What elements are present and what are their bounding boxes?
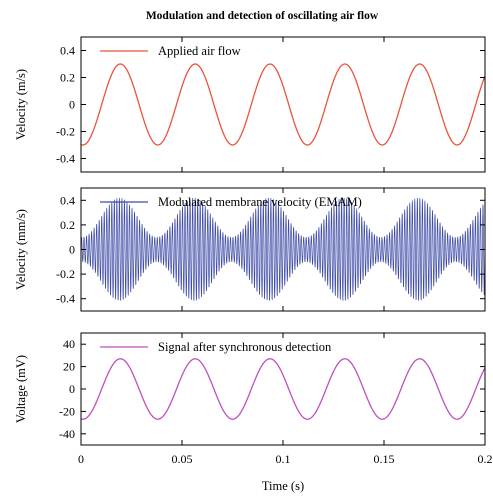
y-tick-label-0-2: 0 [69, 98, 75, 112]
legend-label-2: Signal after synchronous detection [158, 340, 332, 354]
series-line-2 [81, 358, 485, 420]
y-tick-label-0-0: 0.4 [60, 44, 75, 58]
panel-membrane-velocity: 0.4 0.2 0 -0.2 -0.4 Velocity (mm/s) Modulated … [14, 187, 486, 312]
y-tick-label-0-4: -0.4 [56, 152, 75, 166]
legend-label-1: Modulated membrane velocity (EMAM) [158, 195, 362, 209]
figure-title: Modulation and detection of oscillating … [146, 10, 379, 22]
y-tick-label-1-2: 0 [69, 243, 75, 257]
y-axis-label-2: Voltage (mV) [14, 355, 28, 423]
x-tick-label-3: 0.15 [374, 452, 395, 466]
series-line-0 [81, 63, 485, 146]
y-axis-label-1: Velocity (mm/s) [14, 209, 28, 290]
series-line-1 [81, 197, 485, 302]
y-tick-label-2-4: -40 [59, 427, 75, 441]
y-tick-label-1-3: -0.2 [56, 267, 75, 281]
x-tick-label-2: 0.1 [276, 452, 291, 466]
plot-frame-0 [80, 36, 486, 173]
panel-applied-air-flow: 0.4 0.2 0 -0.2 -0.4 Velocity (m/s) Applied air… [14, 36, 486, 173]
y-tick-label-2-0: 40 [63, 337, 75, 351]
x-tick-label-4: 0.2 [478, 452, 493, 466]
x-axis-label: Time (s) [262, 479, 304, 493]
x-tick-label-1: 0.05 [172, 452, 193, 466]
x-tick-label-0: 0 [78, 452, 84, 466]
y-tick-label-2-3: -20 [59, 404, 75, 418]
y-axis-label-0: Velocity (m/s) [14, 69, 28, 140]
y-tick-label-1-0: 0.4 [60, 193, 75, 207]
y-tick-label-2-1: 20 [63, 360, 75, 374]
legend-label-0: Applied air flow [158, 44, 241, 58]
y-tick-label-2-2: 0 [69, 382, 75, 396]
y-tick-label-1-1: 0.2 [60, 218, 75, 232]
y-tick-label-1-4: -0.4 [56, 292, 75, 306]
y-tick-label-0-1: 0.2 [60, 71, 75, 85]
y-tick-label-0-3: -0.2 [56, 125, 75, 139]
